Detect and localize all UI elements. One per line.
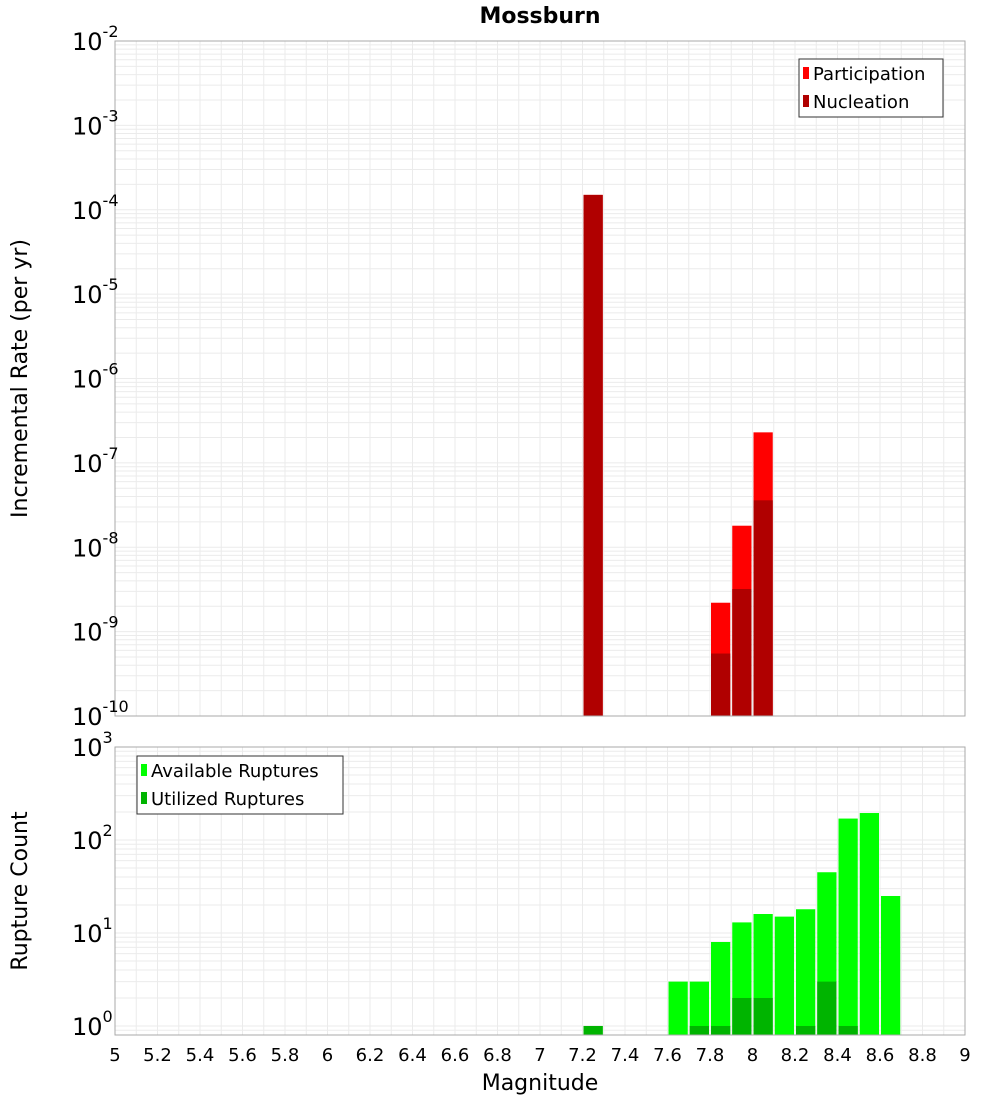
bar <box>689 1025 709 1035</box>
legend-swatch <box>803 67 809 79</box>
grid <box>114 41 966 717</box>
x-tick-label: 7.4 <box>611 1045 640 1066</box>
bar <box>881 895 901 1035</box>
bar <box>668 981 688 1035</box>
x-tick-label: 6 <box>322 1045 333 1066</box>
plot-border <box>114 746 966 1036</box>
y-tick-label: 10-7 <box>72 444 119 478</box>
bar <box>838 818 858 1035</box>
y-tick-label: 10-5 <box>72 275 119 309</box>
y-tick-label: 10-4 <box>72 191 119 225</box>
bar <box>859 813 879 1035</box>
bar <box>711 653 731 716</box>
legend-box <box>136 755 344 815</box>
x-ticks: 5 5.2 5.4 5.6 5.8 6 6.2 6.4 6.6 6.8 7 7.2 7.4 7.6 7.8 8… <box>109 1045 970 1066</box>
x-tick-label: 8.4 <box>823 1045 852 1066</box>
bar <box>711 1025 731 1035</box>
bar <box>753 500 773 716</box>
x-tick-label: 5.6 <box>228 1045 257 1066</box>
x-tick-label: 5.4 <box>186 1045 215 1066</box>
x-tick-label: 5.8 <box>271 1045 300 1066</box>
y-tick-label: 10-2 <box>72 22 119 56</box>
x-tick-label: 8 <box>747 1045 758 1066</box>
plot-panel-1: 10-10 10-9 10-8 10-7 10-6 10-5 10-4 10-3 10-2 Inc… <box>8 4 966 731</box>
bar <box>711 942 731 1035</box>
grid <box>114 747 966 1036</box>
x-tick-label: 6.2 <box>356 1045 385 1066</box>
legend-box <box>798 58 944 118</box>
bar <box>583 1025 603 1035</box>
plot-panel-2: 100 101 102 103 Rupture Count 5 5.2 5.4 5.6 5.8 6 6… <box>8 728 971 1096</box>
x-tick-label: 5 <box>109 1045 120 1066</box>
bar <box>796 909 816 1035</box>
legend: Available Ruptures Utilized Ruptures <box>136 755 344 815</box>
bar <box>796 1025 816 1035</box>
x-axis-title: Magnitude <box>482 1071 599 1096</box>
y-tick-label: 10-6 <box>72 360 119 394</box>
legend-swatch <box>141 792 147 804</box>
series-2-bars <box>583 194 773 716</box>
x-tick-label: 5.2 <box>143 1045 172 1066</box>
y-tick-label: 10-3 <box>72 106 119 140</box>
y-tick-label: 100 <box>72 1007 113 1041</box>
x-tick-label: 6.6 <box>441 1045 470 1066</box>
y-tick-label: 10-8 <box>72 528 119 562</box>
x-tick-label: 7 <box>534 1045 545 1066</box>
bar <box>817 981 837 1035</box>
plot-border <box>114 40 966 717</box>
y-tick-label: 103 <box>72 728 113 762</box>
legend-swatch <box>141 764 147 776</box>
legend-label: Nucleation <box>813 92 909 113</box>
y-tick-label: 101 <box>72 914 113 948</box>
y-ticks: 10-10 10-9 10-8 10-7 10-6 10-5 10-4 10-3 10-2 <box>72 22 129 731</box>
legend-label: Participation <box>813 64 925 85</box>
bar <box>689 981 709 1035</box>
bar <box>583 194 603 716</box>
x-tick-label: 8.6 <box>866 1045 895 1066</box>
legend-label: Available Ruptures <box>151 761 319 782</box>
y-tick-label: 102 <box>72 821 113 855</box>
x-tick-label: 8.2 <box>781 1045 810 1066</box>
x-tick-label: 7.2 <box>568 1045 597 1066</box>
chart-title: Mossburn <box>479 4 600 29</box>
x-tick-label: 8.8 <box>908 1045 937 1066</box>
x-tick-label: 6.8 <box>483 1045 512 1066</box>
bar <box>732 589 752 716</box>
y-axis-title: Incremental Rate (per yr) <box>8 239 33 518</box>
legend-swatch <box>803 95 809 107</box>
series-1-bars <box>583 813 901 1035</box>
bar <box>753 997 773 1035</box>
legend: Participation Nucleation <box>798 58 944 118</box>
x-tick-label: 7.8 <box>696 1045 725 1066</box>
bar <box>732 997 752 1035</box>
y-axis-title: Rupture Count <box>8 811 33 971</box>
x-tick-label: 7.6 <box>653 1045 682 1066</box>
x-tick-label: 9 <box>959 1045 970 1066</box>
x-tick-label: 6.4 <box>398 1045 427 1066</box>
y-tick-label: 10-10 <box>72 697 129 731</box>
y-tick-label: 10-9 <box>72 613 119 647</box>
bar <box>838 1025 858 1035</box>
legend-label: Utilized Ruptures <box>151 789 304 810</box>
series-2-bars <box>583 981 858 1035</box>
bar <box>774 916 794 1035</box>
y-ticks: 100 101 102 103 <box>72 728 113 1041</box>
